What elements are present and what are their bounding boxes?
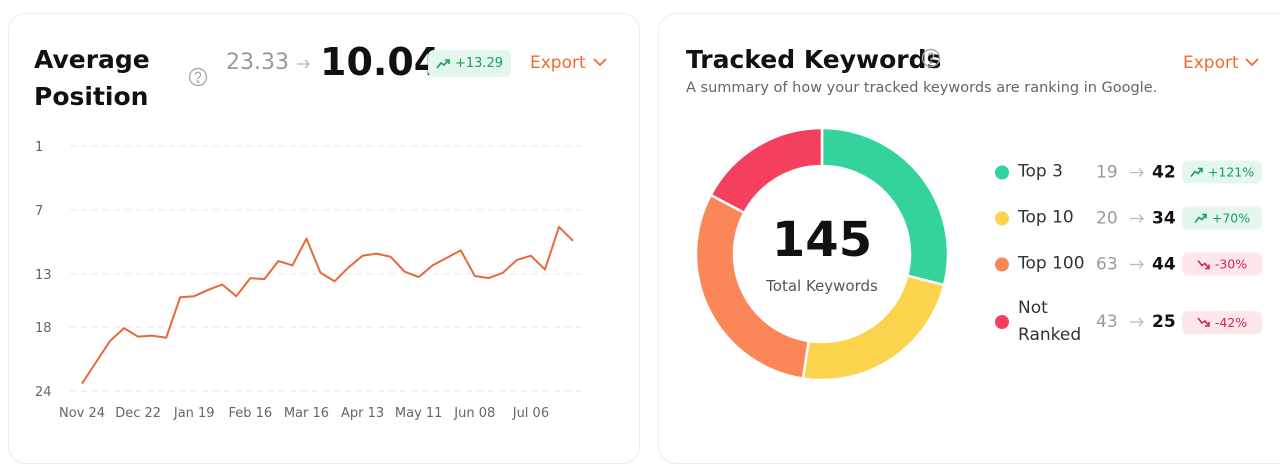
legend-label: Top 3	[1018, 161, 1063, 182]
previous-value: 43	[1096, 312, 1118, 332]
current-value: 10.04	[320, 40, 441, 84]
arrow-icon	[1122, 167, 1152, 177]
total-value: 145	[771, 212, 873, 268]
current-value: 34	[1152, 208, 1176, 228]
card-title: Tracked Keywords	[686, 45, 942, 74]
legend-label: Top 10	[1018, 207, 1074, 228]
card-subtitle: A summary of how your tracked keywords a…	[686, 80, 1158, 96]
previous-value: 63	[1096, 254, 1118, 274]
previous-value: 19	[1096, 162, 1118, 182]
change-badge: +13.29	[428, 50, 511, 77]
legend-dot	[995, 257, 1009, 271]
change-label: +121%	[1207, 164, 1255, 180]
card-title: Average Position	[34, 45, 150, 111]
export-button[interactable]: Export	[530, 53, 586, 73]
legend-label: Not Ranked	[1018, 298, 1082, 345]
current-value: 25	[1152, 312, 1176, 332]
change-badge: -30%	[1182, 252, 1262, 276]
legend-dot	[995, 315, 1009, 329]
current-value: 42	[1152, 162, 1176, 182]
legend-dot	[995, 165, 1009, 179]
previous-value: 20	[1096, 208, 1118, 228]
change-badge: +70%	[1182, 206, 1262, 230]
change-badge: -42%	[1182, 310, 1262, 334]
legend-label: Top 100	[1018, 253, 1085, 274]
change-badge: +121%	[1182, 160, 1262, 184]
change-label: -42%	[1214, 314, 1248, 330]
arrow-icon	[1122, 213, 1152, 223]
previous-value: 23.33	[226, 50, 289, 75]
legend-row: Not Ranked 43 25 -42%	[995, 295, 1262, 349]
export-button[interactable]: Export	[1183, 53, 1239, 73]
current-value: 44	[1152, 254, 1176, 274]
legend-row: Top 10 20 34 +70%	[995, 205, 1262, 232]
legend-row: Top 3 19 42 +121%	[995, 159, 1262, 186]
change-label: +70%	[1211, 210, 1251, 226]
change-label: +13.29	[454, 56, 504, 71]
total-label: Total Keywords	[766, 277, 878, 295]
change-label: -30%	[1214, 256, 1248, 272]
legend-dot	[995, 211, 1009, 225]
arrow-icon	[1122, 317, 1152, 327]
arrow-icon	[1122, 259, 1152, 269]
legend-row: Top 100 63 44 -30%	[995, 251, 1262, 278]
trend-icon	[436, 58, 450, 68]
